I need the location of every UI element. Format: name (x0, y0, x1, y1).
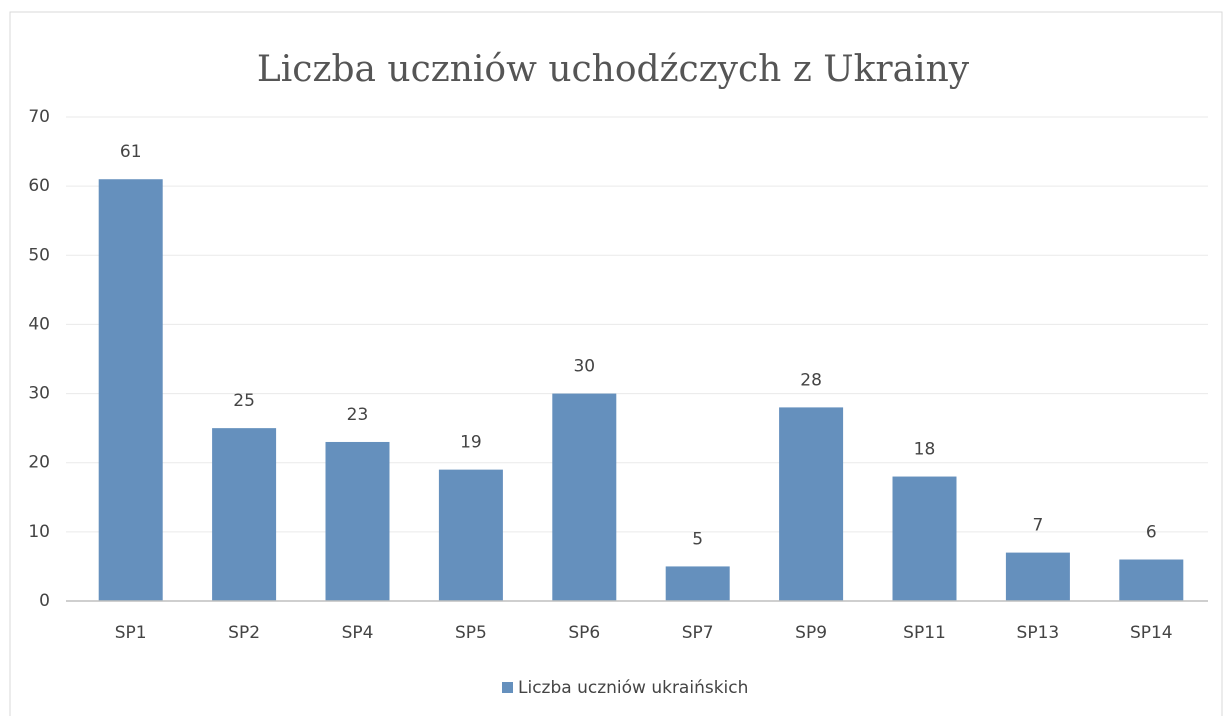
data-label: 6 (1146, 523, 1157, 543)
x-tick-label: SP6 (568, 623, 600, 643)
x-tick-label: SP4 (342, 623, 374, 643)
y-tick-label: 30 (28, 384, 50, 404)
x-tick-label: SP9 (795, 623, 827, 643)
data-label: 30 (573, 357, 595, 377)
bar (892, 476, 957, 601)
data-label: 28 (800, 370, 822, 390)
legend-label: Liczba uczniów ukraińskich (518, 678, 748, 698)
y-tick-label: 40 (28, 314, 50, 334)
y-tick-label: 20 (28, 453, 50, 473)
data-label: 19 (460, 433, 482, 453)
bar (98, 179, 163, 601)
bar (325, 441, 390, 601)
x-tick-label: SP13 (1017, 623, 1060, 643)
bar (1005, 552, 1070, 601)
y-tick-label: 50 (28, 245, 50, 265)
y-tick-label: 10 (28, 522, 50, 542)
bar (212, 428, 277, 601)
x-tick-label: SP7 (682, 623, 714, 643)
bar (779, 407, 844, 601)
chart-border (9, 11, 1223, 716)
legend-swatch (502, 682, 513, 693)
x-tick-label: SP1 (115, 623, 147, 643)
bar (552, 393, 617, 601)
data-label: 18 (914, 440, 936, 460)
x-tick-label: SP11 (903, 623, 946, 643)
x-tick-label: SP2 (228, 623, 260, 643)
bar (665, 566, 730, 601)
x-tick-label: SP5 (455, 623, 487, 643)
x-tick-label: SP14 (1130, 623, 1173, 643)
data-label: 61 (120, 142, 142, 162)
bar (1119, 559, 1184, 601)
bar (438, 469, 503, 601)
data-label: 5 (692, 529, 703, 549)
data-label: 7 (1032, 516, 1043, 536)
y-tick-label: 70 (28, 107, 50, 127)
y-tick-label: 60 (28, 176, 50, 196)
data-label: 25 (233, 391, 255, 411)
data-label: 23 (347, 405, 369, 425)
chart-title: Liczba uczniów uchodźczych z Ukrainy (257, 49, 970, 90)
y-tick-label: 0 (39, 591, 50, 611)
